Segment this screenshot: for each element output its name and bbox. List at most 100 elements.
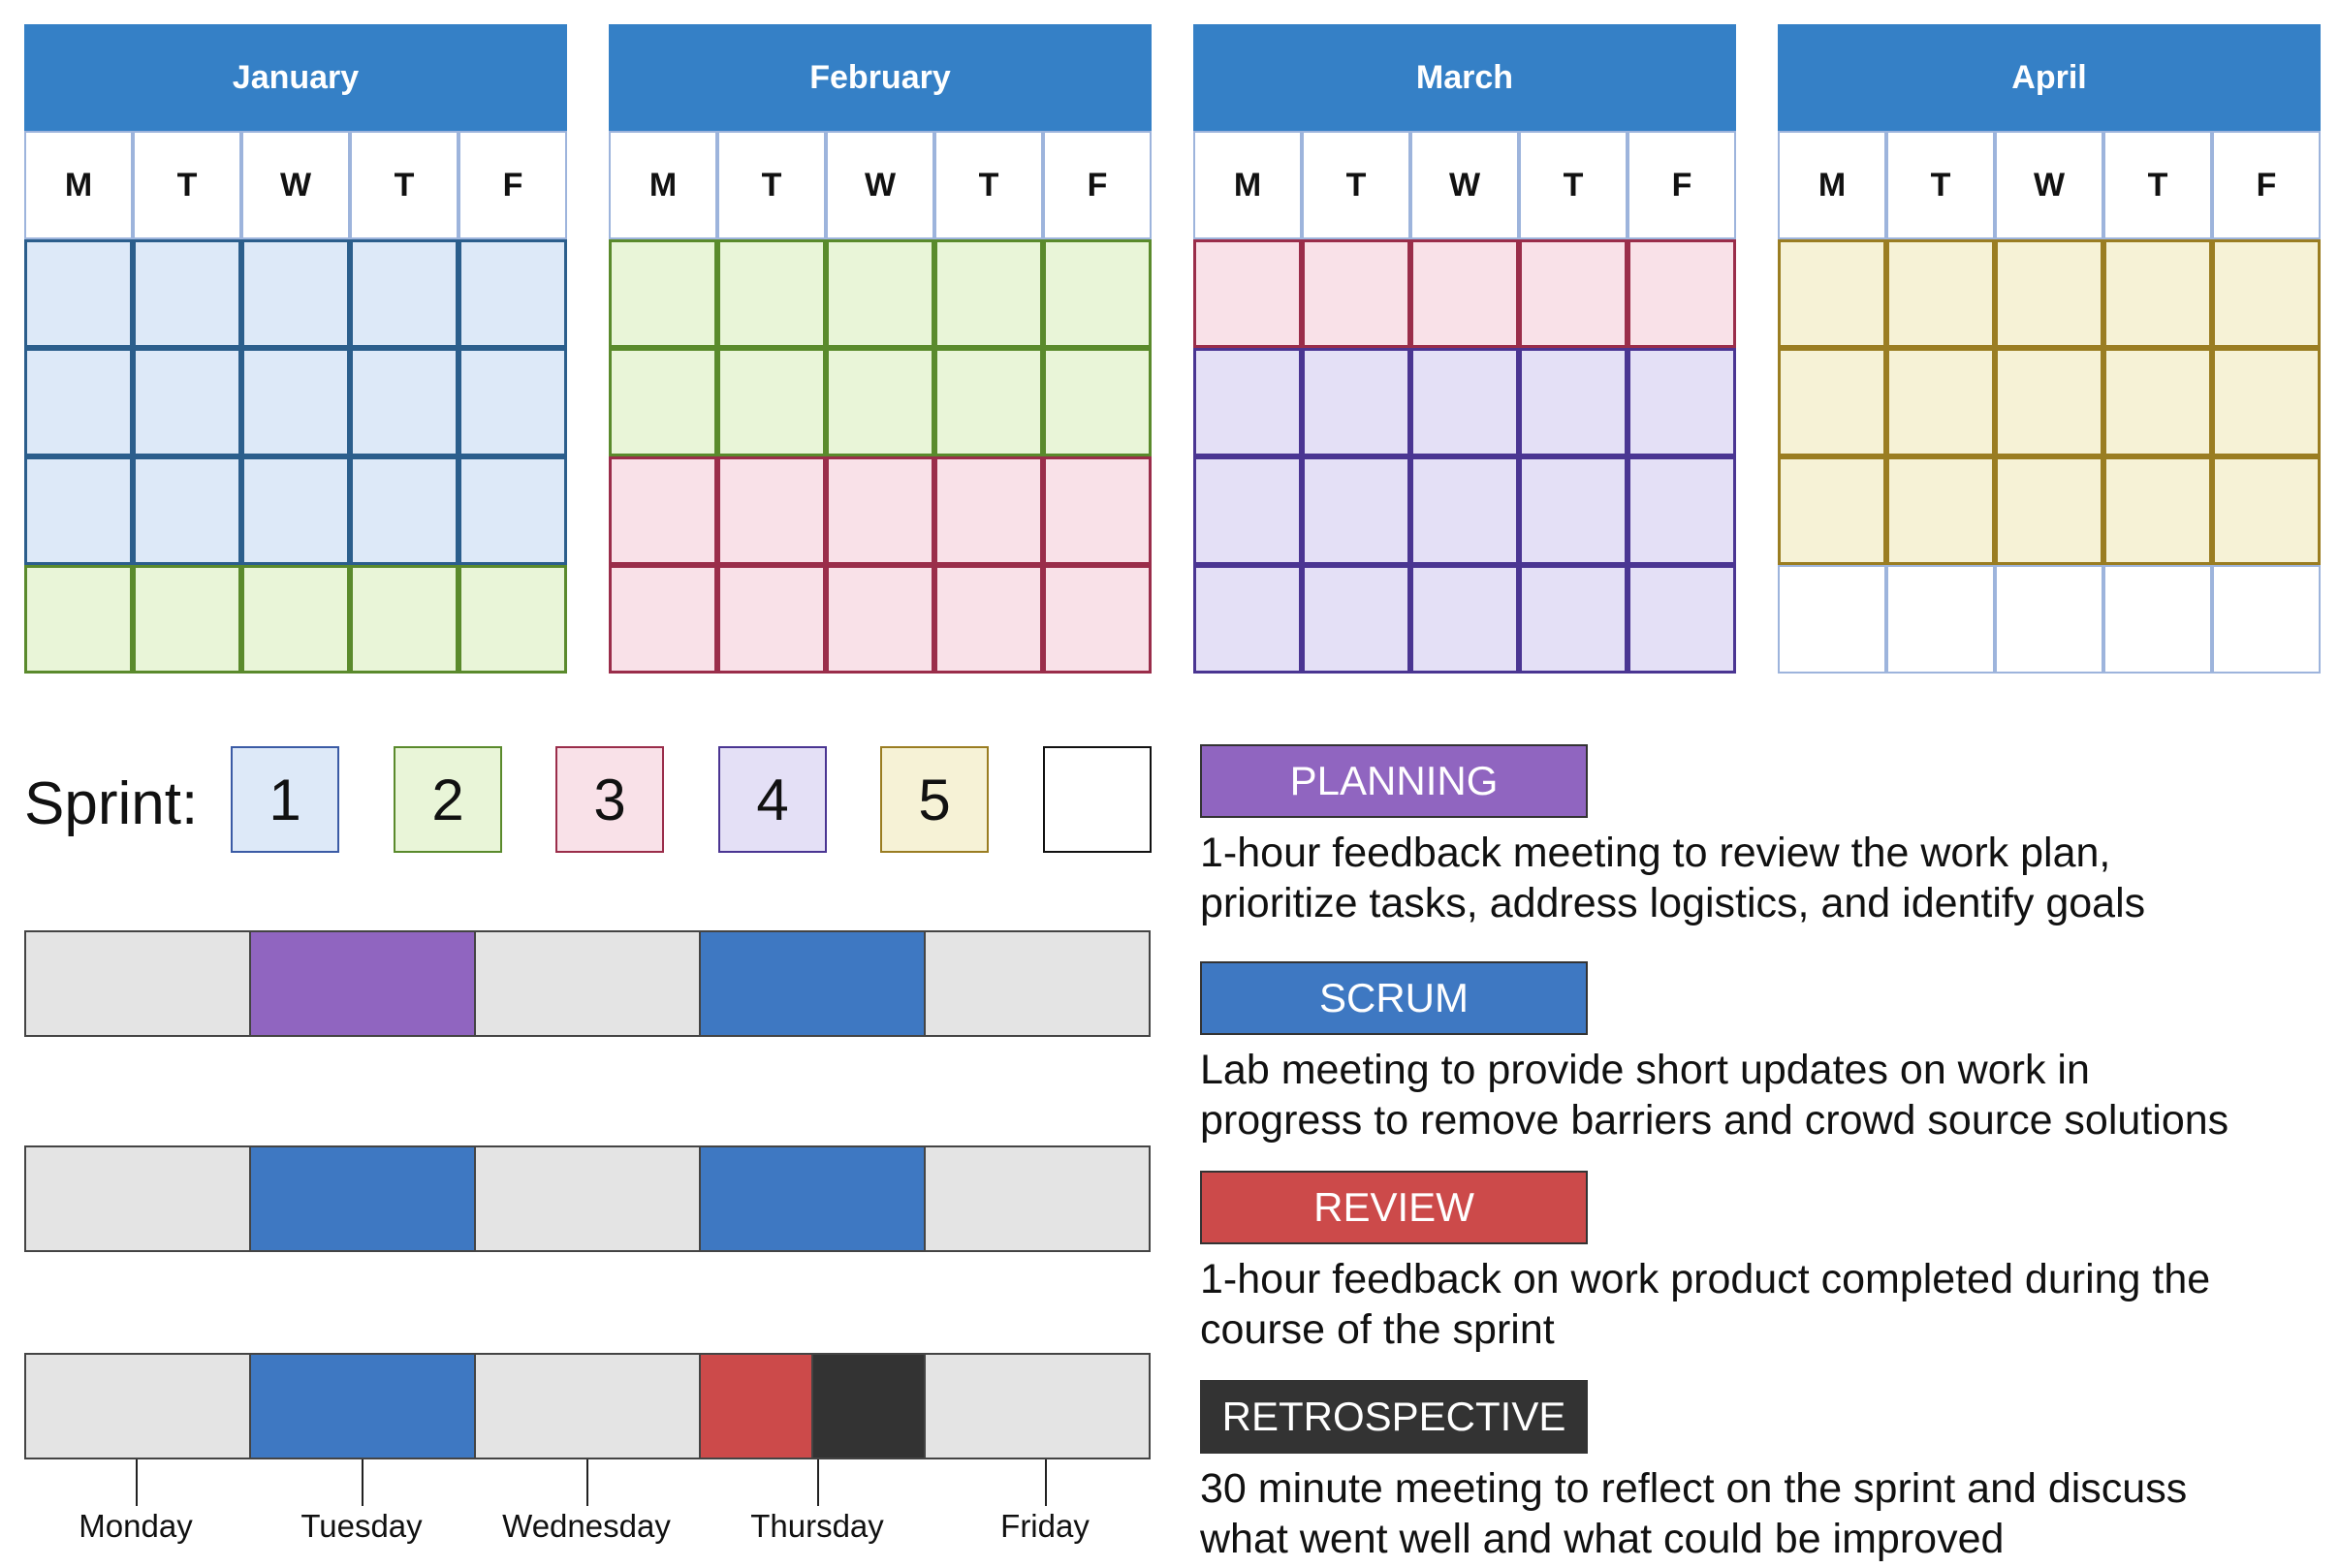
calendar-day-cell: [1886, 348, 1995, 456]
day-label-wednesday: Wednesday: [502, 1508, 671, 1544]
weekday-label: M: [1193, 131, 1302, 239]
event-description-review: course of the sprint: [1200, 1306, 1555, 1353]
event-tag-scrum: SCRUM: [1200, 961, 1588, 1035]
event-tag-planning: PLANNING: [1200, 744, 1588, 818]
schedule-review-block: [699, 1353, 813, 1459]
calendar-day-cell: [1193, 565, 1302, 674]
calendar-day-cell: [934, 456, 1043, 565]
day-label-tuesday: Tuesday: [300, 1508, 423, 1544]
calendar-day-cell: [1778, 239, 1886, 348]
calendar-day-cell: [1995, 239, 2103, 348]
weekday-label: T: [1519, 131, 1628, 239]
schedule-planning-block: [249, 930, 476, 1037]
calendar-day-cell: [350, 348, 458, 456]
weekday-label: T: [2103, 131, 2212, 239]
day-tick-thursday: [817, 1459, 819, 1506]
calendar-day-cell: [1995, 456, 2103, 565]
weekday-label: F: [2212, 131, 2321, 239]
calendar-day-cell: [1628, 456, 1736, 565]
schedule-empty-slot: [474, 1145, 701, 1252]
calendar-day-cell: [241, 348, 350, 456]
calendar-day-cell: [609, 348, 717, 456]
calendar-day-cell: [1628, 348, 1736, 456]
calendar-day-cell: [458, 456, 567, 565]
calendar-day-cell: [1628, 239, 1736, 348]
weekday-label: W: [1410, 131, 1519, 239]
calendar-day-cell: [1519, 348, 1628, 456]
calendar-day-cell: [1519, 565, 1628, 674]
calendar-day-cell: [1302, 456, 1410, 565]
event-description-scrum: Lab meeting to provide short updates on …: [1200, 1047, 2090, 1093]
sprint-swatch-3: 3: [555, 746, 664, 853]
calendar-day-cell: [458, 348, 567, 456]
calendar-day-cell: [1043, 456, 1152, 565]
calendar-day-cell: [934, 239, 1043, 348]
calendar-day-cell: [24, 456, 133, 565]
calendar-day-cell: [609, 565, 717, 674]
event-description-planning: 1-hour feedback meeting to review the wo…: [1200, 830, 2111, 876]
calendar-day-cell: [1778, 565, 1886, 674]
schedule-scrum-block: [249, 1353, 476, 1459]
calendar-day-cell: [1886, 456, 1995, 565]
schedule-empty-slot: [474, 1353, 701, 1459]
calendar-day-cell: [133, 456, 241, 565]
sprint-swatch-4: 4: [718, 746, 827, 853]
calendar-day-cell: [717, 456, 826, 565]
calendar-day-cell: [1628, 565, 1736, 674]
calendar-day-cell: [1519, 456, 1628, 565]
calendar-day-cell: [2212, 456, 2321, 565]
calendar-day-cell: [133, 565, 241, 674]
weekday-label: T: [934, 131, 1043, 239]
day-tick-friday: [1045, 1459, 1047, 1506]
weekday-label: F: [1628, 131, 1736, 239]
day-tick-wednesday: [586, 1459, 588, 1506]
weekday-label: W: [1995, 131, 2103, 239]
weekday-label: T: [133, 131, 241, 239]
calendar-day-cell: [1410, 456, 1519, 565]
calendar-day-cell: [2212, 348, 2321, 456]
calendar-day-cell: [609, 456, 717, 565]
month-header-march: March: [1193, 24, 1736, 131]
calendar-day-cell: [934, 348, 1043, 456]
calendar-day-cell: [1778, 348, 1886, 456]
calendar-day-cell: [458, 565, 567, 674]
calendar-day-cell: [826, 348, 934, 456]
weekday-label: F: [458, 131, 567, 239]
event-description-scrum: progress to remove barriers and crowd so…: [1200, 1097, 2229, 1144]
event-tag-retrospective: RETROSPECTIVE: [1200, 1380, 1588, 1454]
schedule-scrum-block: [699, 930, 926, 1037]
calendar-day-cell: [2103, 456, 2212, 565]
calendar-day-cell: [717, 565, 826, 674]
calendar-day-cell: [2103, 348, 2212, 456]
day-tick-monday: [136, 1459, 138, 1506]
month-header-february: February: [609, 24, 1152, 131]
calendar-day-cell: [1995, 565, 2103, 674]
event-description-retrospective: 30 minute meeting to reflect on the spri…: [1200, 1465, 2188, 1512]
event-description-review: 1-hour feedback on work product complete…: [1200, 1256, 2211, 1302]
weekday-label: T: [717, 131, 826, 239]
calendar-day-cell: [826, 239, 934, 348]
calendar-day-cell: [241, 239, 350, 348]
schedule-scrum-block: [699, 1145, 926, 1252]
calendar-day-cell: [2212, 565, 2321, 674]
schedule-retrospective-block: [811, 1353, 926, 1459]
schedule-empty-slot: [924, 930, 1151, 1037]
event-tag-review: REVIEW: [1200, 1171, 1588, 1244]
calendar-day-cell: [133, 239, 241, 348]
calendar-day-cell: [350, 456, 458, 565]
sprint-swatch-5: 5: [880, 746, 989, 853]
day-label-friday: Friday: [1000, 1508, 1090, 1544]
calendar-day-cell: [2212, 239, 2321, 348]
calendar-day-cell: [1519, 239, 1628, 348]
schedule-empty-slot: [24, 1145, 251, 1252]
calendar-day-cell: [1043, 565, 1152, 674]
weekday-label: M: [609, 131, 717, 239]
schedule-empty-slot: [24, 1353, 251, 1459]
calendar-day-cell: [24, 348, 133, 456]
calendar-day-cell: [1043, 239, 1152, 348]
calendar-day-cell: [1886, 565, 1995, 674]
weekday-label: F: [1043, 131, 1152, 239]
weekday-label: T: [1302, 131, 1410, 239]
calendar-day-cell: [458, 239, 567, 348]
sprint-legend-label: Sprint:: [24, 770, 199, 837]
